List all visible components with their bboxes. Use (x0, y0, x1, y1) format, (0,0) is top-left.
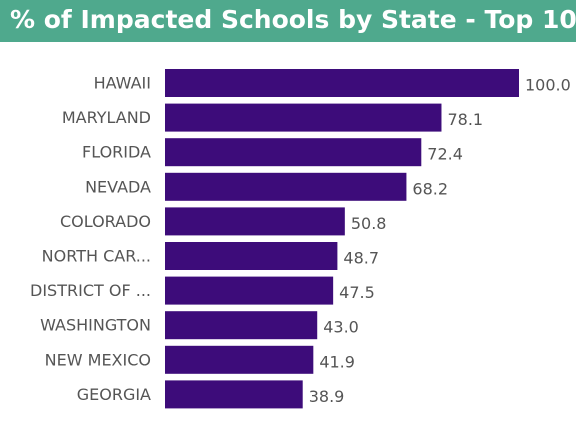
category-label: DISTRICT OF ... (30, 281, 151, 300)
bar (165, 345, 314, 374)
bar (165, 311, 318, 340)
bar (165, 242, 338, 270)
value-label: 50.8 (351, 214, 387, 233)
category-label: NEVADA (85, 177, 151, 196)
category-label: HAWAII (94, 74, 151, 93)
bar (165, 69, 519, 97)
category-label: NEW MEXICO (45, 350, 151, 369)
category-label: COLORADO (60, 212, 151, 231)
chart-header: % of Impacted Schools by State - Top 10 (0, 0, 576, 42)
bar (165, 380, 303, 409)
value-label: 100.0 (525, 76, 571, 95)
bar (165, 276, 334, 305)
value-label: 41.9 (319, 352, 355, 371)
value-label: 48.7 (343, 249, 379, 268)
value-label: 43.0 (323, 318, 359, 337)
category-label: WASHINGTON (40, 316, 151, 335)
chart-title: % of Impacted Schools by State - Top 10 (10, 5, 576, 34)
category-label: NORTH CAR... (42, 247, 151, 266)
bar (165, 172, 407, 201)
value-label: 38.9 (309, 387, 345, 406)
value-label: 78.1 (447, 110, 483, 129)
value-label: 47.5 (339, 283, 375, 302)
category-label: GEORGIA (77, 385, 151, 404)
bar (165, 138, 422, 167)
value-label: 72.4 (427, 145, 463, 164)
value-label: 68.2 (412, 179, 448, 198)
category-label: FLORIDA (82, 143, 151, 162)
bar (165, 103, 442, 132)
bar (165, 207, 345, 236)
category-label: MARYLAND (62, 108, 151, 127)
